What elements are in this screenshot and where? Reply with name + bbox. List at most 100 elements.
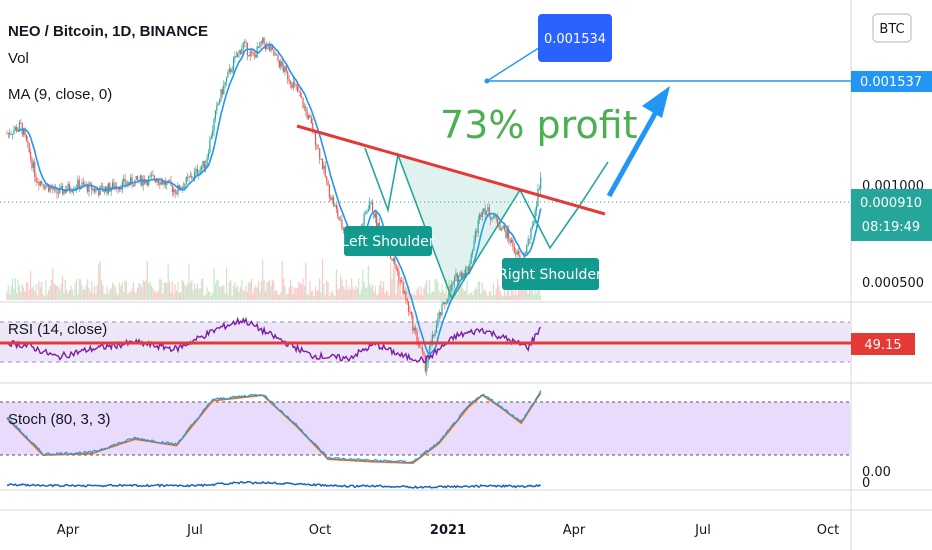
candle-body — [237, 52, 239, 58]
volume-bar — [52, 267, 54, 300]
volume-bar — [289, 279, 292, 300]
candle-body — [428, 345, 431, 356]
volume-bar — [522, 282, 524, 300]
volume-bar — [277, 294, 279, 300]
candle-body — [310, 118, 312, 124]
candle-body — [277, 55, 279, 61]
volume-bar — [280, 292, 282, 300]
volume-bar — [298, 281, 300, 300]
candle-body — [166, 181, 168, 186]
volume-bar — [185, 286, 187, 300]
volume-bar — [28, 289, 30, 300]
candle-body — [395, 264, 397, 269]
volume-bar — [67, 293, 69, 300]
target-price-label: 0.001537 — [860, 75, 922, 90]
volume-bar — [321, 259, 324, 300]
candle-body — [205, 165, 207, 169]
volume-bar — [359, 293, 361, 300]
volume-bar — [98, 263, 100, 300]
volume-bar — [189, 282, 192, 300]
candle-body — [42, 183, 44, 187]
volume-bar — [212, 292, 214, 300]
candle-body — [242, 42, 244, 49]
volume-bar — [530, 281, 532, 300]
last-price-pill — [851, 189, 932, 241]
candle-body — [96, 188, 98, 191]
candle-body — [11, 134, 14, 135]
candle-body — [540, 176, 542, 189]
candle-body — [177, 185, 179, 195]
currency-button-label[interactable]: BTC — [879, 22, 904, 37]
candle-body — [31, 158, 33, 168]
volume-bar — [191, 280, 193, 300]
candle-body — [298, 91, 300, 92]
volume-bar — [142, 279, 144, 300]
candle-body — [299, 91, 301, 97]
volume-bar — [446, 294, 449, 300]
bottom-indicator-line — [6, 480, 542, 489]
volume-bar — [82, 289, 84, 300]
candle-body — [455, 273, 457, 277]
volume-bar — [344, 289, 346, 300]
volume-bar — [385, 290, 388, 300]
volume-bar — [91, 281, 93, 300]
volume-bar — [288, 287, 290, 300]
volume-bar — [188, 264, 190, 300]
candle-body — [124, 178, 126, 185]
volume-bar — [29, 271, 32, 300]
volume-bar — [431, 291, 433, 300]
candle-body — [364, 213, 367, 214]
candle-body — [470, 253, 472, 265]
volume-bar — [227, 294, 229, 300]
volume-bar — [249, 282, 251, 300]
candle-body — [48, 184, 50, 192]
right-shoulder-box — [502, 258, 599, 290]
candle-body — [128, 182, 130, 185]
volume-bar — [476, 288, 478, 300]
volume-bar — [66, 289, 68, 300]
volume-bar — [271, 279, 274, 300]
volume-bar — [107, 294, 110, 300]
volume-bar — [238, 291, 240, 300]
volume-bar — [111, 282, 114, 300]
volume-bar — [356, 288, 358, 300]
candle-body — [262, 37, 264, 43]
candle-body — [88, 183, 90, 192]
currency-button[interactable] — [872, 13, 912, 43]
volume-bar — [269, 279, 271, 300]
volume-bar — [100, 279, 103, 300]
candle-body — [162, 180, 164, 185]
volume-bar — [342, 286, 344, 300]
volume-bar — [114, 287, 116, 300]
candle-body — [43, 186, 46, 189]
volume-bar — [364, 288, 367, 300]
candle-body — [171, 185, 173, 193]
candle-body — [221, 89, 223, 95]
volume-bar — [203, 295, 205, 300]
candle-body — [156, 179, 158, 183]
candle-body — [424, 355, 426, 372]
volume-bar — [216, 279, 218, 300]
volume-bar — [27, 282, 29, 300]
candle-body — [71, 190, 73, 193]
candle-body — [453, 276, 456, 283]
candle-body — [38, 182, 40, 186]
callout-box — [538, 14, 612, 62]
candle-body — [9, 132, 11, 135]
candle-body — [16, 127, 18, 132]
volume-bar — [330, 292, 332, 300]
candle-body — [419, 344, 421, 348]
candle-body — [440, 312, 442, 316]
candle-body — [231, 69, 233, 73]
volume-bar — [202, 278, 204, 300]
volume-bar — [250, 278, 253, 300]
candle-body — [369, 202, 371, 210]
candle-body — [59, 187, 61, 194]
volume-bar — [401, 295, 403, 300]
candle-body — [184, 183, 186, 189]
volume-bar — [96, 284, 98, 300]
volume-bar — [442, 290, 445, 300]
candle-body — [203, 160, 205, 169]
candle-body — [57, 193, 59, 195]
volume-bar — [141, 286, 143, 300]
